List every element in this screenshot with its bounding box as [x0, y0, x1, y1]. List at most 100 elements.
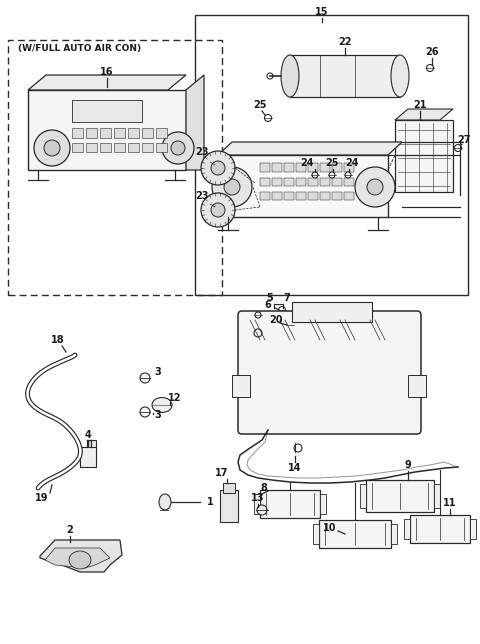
Circle shape: [254, 329, 262, 337]
Text: 1: 1: [207, 497, 214, 507]
Text: 3: 3: [155, 410, 161, 420]
Text: 14: 14: [288, 463, 302, 473]
Circle shape: [455, 144, 461, 151]
Circle shape: [257, 505, 267, 515]
Text: (W/FULL AUTO AIR CON): (W/FULL AUTO AIR CON): [18, 44, 141, 53]
Bar: [290, 55, 400, 97]
Bar: [72, 143, 83, 152]
Bar: [156, 143, 167, 152]
Bar: [332, 192, 342, 200]
Bar: [156, 128, 167, 138]
Bar: [391, 524, 397, 544]
Circle shape: [267, 73, 273, 79]
Bar: [128, 143, 139, 152]
Bar: [114, 143, 125, 152]
Bar: [218, 155, 388, 217]
Bar: [410, 515, 470, 543]
Bar: [114, 128, 125, 138]
Circle shape: [345, 172, 351, 178]
Bar: [344, 192, 354, 200]
Ellipse shape: [159, 494, 171, 510]
Bar: [296, 178, 306, 186]
Circle shape: [264, 115, 272, 122]
Bar: [332, 163, 342, 172]
Text: 8: 8: [261, 483, 267, 493]
Circle shape: [224, 179, 240, 195]
Polygon shape: [186, 75, 204, 170]
Circle shape: [329, 172, 335, 178]
Circle shape: [255, 312, 261, 318]
Bar: [260, 490, 320, 518]
Ellipse shape: [69, 551, 91, 569]
Bar: [434, 484, 440, 508]
Bar: [232, 375, 250, 397]
Text: 20: 20: [269, 315, 283, 325]
Bar: [284, 178, 294, 186]
Bar: [86, 128, 97, 138]
Circle shape: [201, 193, 235, 227]
Text: 13: 13: [251, 493, 265, 503]
Circle shape: [171, 141, 185, 155]
Bar: [260, 178, 270, 186]
Bar: [260, 163, 270, 172]
Text: 4: 4: [84, 430, 91, 440]
Polygon shape: [218, 142, 402, 155]
Bar: [332, 178, 342, 186]
Polygon shape: [45, 548, 110, 568]
Ellipse shape: [152, 397, 172, 413]
Polygon shape: [80, 440, 96, 465]
Text: 5: 5: [266, 293, 274, 303]
Bar: [360, 484, 366, 508]
Bar: [408, 375, 426, 397]
Circle shape: [312, 172, 318, 178]
Circle shape: [140, 373, 150, 383]
Bar: [308, 192, 318, 200]
Bar: [308, 178, 318, 186]
Text: 2: 2: [67, 525, 73, 535]
Text: 23: 23: [195, 191, 209, 201]
Bar: [272, 163, 282, 172]
Circle shape: [34, 130, 70, 166]
Bar: [260, 192, 270, 200]
Circle shape: [287, 321, 293, 328]
Circle shape: [201, 151, 235, 185]
Polygon shape: [395, 109, 453, 120]
Text: 10: 10: [323, 523, 337, 533]
Text: 7: 7: [284, 293, 290, 303]
Text: 25: 25: [253, 100, 267, 110]
Bar: [366, 480, 434, 512]
Circle shape: [278, 307, 286, 314]
Bar: [320, 178, 330, 186]
Polygon shape: [40, 540, 122, 572]
Bar: [272, 178, 282, 186]
Text: 24: 24: [300, 158, 314, 168]
Bar: [296, 163, 306, 172]
Bar: [296, 192, 306, 200]
Bar: [292, 302, 372, 322]
Bar: [344, 163, 354, 172]
Bar: [470, 519, 476, 539]
Circle shape: [162, 132, 194, 164]
Text: 16: 16: [100, 67, 114, 77]
Ellipse shape: [281, 55, 299, 97]
Circle shape: [44, 140, 60, 156]
Circle shape: [211, 203, 225, 217]
Circle shape: [140, 407, 150, 417]
Text: 23: 23: [195, 147, 209, 157]
Text: 3: 3: [155, 367, 161, 377]
Bar: [320, 163, 330, 172]
Bar: [404, 519, 410, 539]
Bar: [72, 128, 83, 138]
Bar: [100, 143, 111, 152]
Bar: [320, 494, 326, 514]
Text: 21: 21: [413, 100, 427, 110]
Bar: [220, 490, 238, 522]
Bar: [195, 15, 468, 295]
Bar: [72, 100, 142, 122]
Text: 9: 9: [405, 460, 411, 470]
Bar: [308, 163, 318, 172]
Text: 27: 27: [457, 135, 471, 145]
Bar: [223, 483, 235, 493]
Text: 15: 15: [315, 7, 329, 17]
Bar: [28, 90, 186, 170]
